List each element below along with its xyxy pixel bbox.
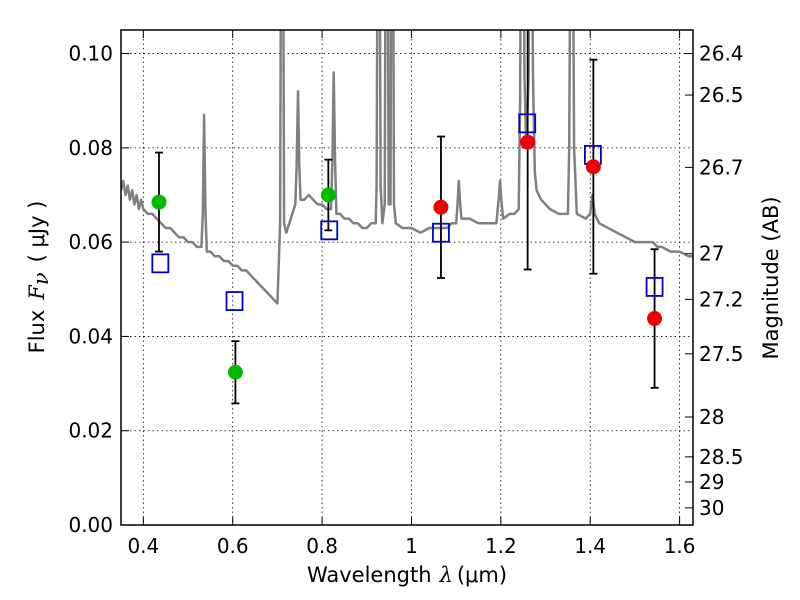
axis-ticks (121, 30, 693, 526)
right-tick-label: 26.4 (699, 42, 744, 66)
x-tick-label: 1.2 (485, 534, 517, 558)
x-tick-label: 1.4 (574, 534, 606, 558)
right-tick-label: 26.5 (699, 83, 744, 107)
x-tick-label: 0.4 (127, 534, 159, 558)
right-tick-label: 27.2 (699, 287, 744, 311)
green-data-point (320, 187, 336, 203)
red-data-point (520, 134, 536, 150)
plot-area (121, 30, 693, 405)
x-tick-label: 0.8 (306, 534, 338, 558)
red-data-point (433, 199, 449, 215)
model-photometry-square (225, 291, 244, 311)
right-tick-label: 27.5 (699, 342, 744, 366)
x-axis-label: Wavelength λ (μm) (307, 563, 507, 587)
right-tick-label: 28 (699, 405, 724, 429)
y-tick-label: 0.00 (68, 513, 113, 537)
model-photometry-square (432, 222, 450, 243)
model-photometry-square (645, 277, 664, 297)
green-data-point (151, 194, 167, 210)
model-spectrum-line (121, 30, 693, 305)
y-tick-label: 0.10 (68, 42, 113, 66)
plot-frame (120, 29, 694, 526)
green-data-point (227, 364, 243, 380)
y-tick-label: 0.02 (68, 419, 113, 443)
red-data-point (585, 159, 601, 175)
right-tick-label: 27 (699, 242, 724, 266)
tick-labels: 0.4 0.6 0.8 1 1.2 1.4 1.6 0.00 0.02 0.04 0.06 0.08 0… (68, 42, 743, 558)
x-tick-label: 1 (405, 534, 418, 558)
x-tick-label: 0.6 (217, 534, 249, 558)
right-axis-label: Magnitude (AB) (759, 196, 783, 359)
model-photometry-square (518, 113, 537, 134)
red-data-point (647, 311, 663, 327)
y-tick-label: 0.04 (68, 324, 113, 348)
y-tick-label: 0.08 (68, 136, 113, 160)
model-photometry-square (151, 253, 170, 274)
grid (121, 30, 693, 526)
right-tick-label: 26.7 (699, 155, 744, 179)
model-photometry-square (320, 220, 339, 241)
y-axis-label: FluxFν( μJy ) (25, 201, 53, 354)
y-tick-label: 0.06 (68, 230, 113, 254)
x-tick-label: 1.6 (664, 534, 696, 558)
right-tick-label: 29 (699, 470, 724, 494)
right-tick-label: 30 (699, 496, 724, 520)
right-tick-label: 28.5 (699, 445, 744, 469)
